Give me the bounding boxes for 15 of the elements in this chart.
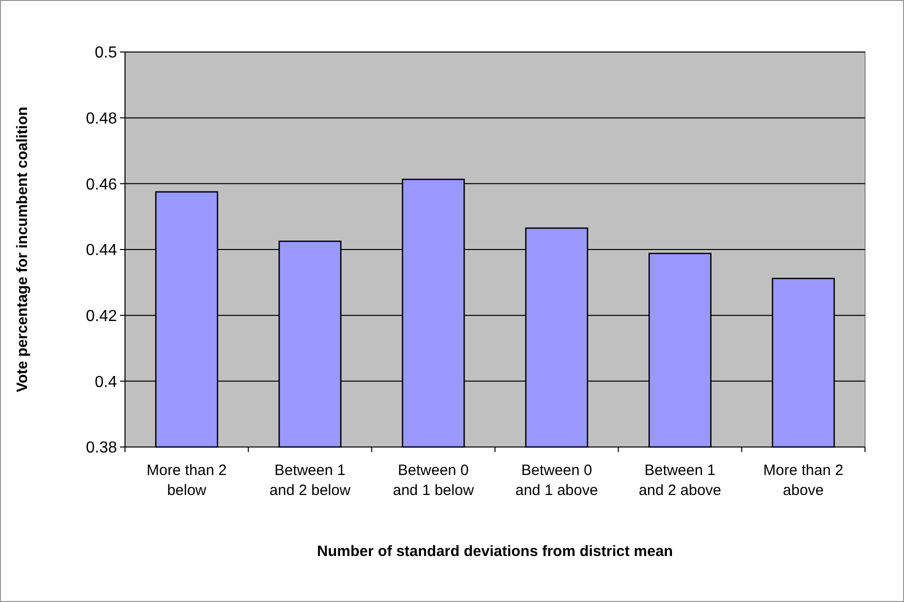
x-tick-label: Between 0 and 1 below — [392, 462, 474, 499]
x-tick-label: Between 1 and 2 below — [270, 462, 351, 499]
y-tick-label: 0.38 — [86, 440, 118, 457]
y-axis-title: Vote percentage for incumbent coalition — [14, 106, 31, 392]
x-tick-label: Between 1 and 2 above — [638, 462, 722, 499]
y-tick-label: 0.5 — [94, 44, 118, 62]
y-tick-label: 0.4 — [94, 374, 118, 391]
y-tick-label: 0.42 — [86, 308, 118, 325]
x-tick-label: Between 0 and 1 above — [515, 462, 598, 499]
y-tick-label: 0.44 — [86, 242, 118, 260]
x-tick-label: More than 2 above — [763, 462, 844, 499]
y-tick-label: 0.48 — [86, 110, 118, 128]
x-tick-label: More than 2 below — [146, 462, 227, 499]
x-axis-title: Number of standard deviations from district mean — [317, 543, 673, 560]
y-tick-label: 0.46 — [86, 176, 118, 194]
